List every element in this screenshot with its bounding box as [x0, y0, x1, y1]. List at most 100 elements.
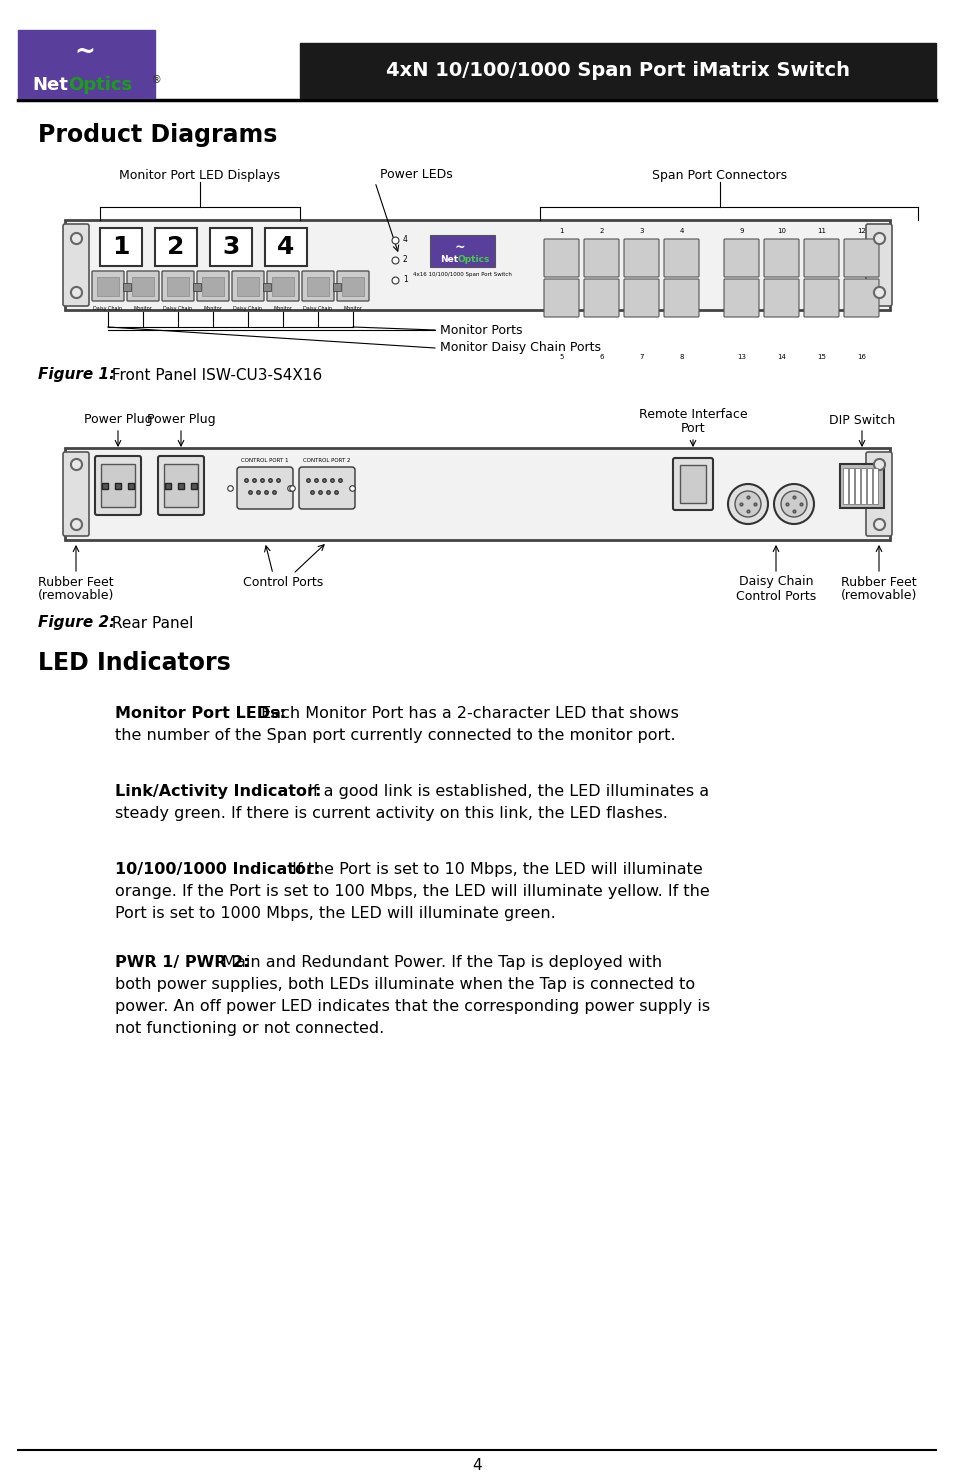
Text: orange. If the Port is set to 100 Mbps, the LED will illuminate yellow. If the: orange. If the Port is set to 100 Mbps, … — [115, 884, 709, 898]
Bar — [65, 220, 889, 310]
Bar — [341, 277, 364, 296]
Text: Monitor: Monitor — [343, 305, 362, 311]
Text: PWR 1/ PWR 2:: PWR 1/ PWR 2: — [115, 954, 250, 971]
Text: CONTROL PORT 1: CONTROL PORT 1 — [241, 459, 289, 463]
Text: 3: 3 — [639, 229, 643, 235]
FancyBboxPatch shape — [336, 271, 369, 301]
FancyBboxPatch shape — [623, 239, 659, 277]
Bar — [272, 277, 294, 296]
Text: Main and Redundant Power. If the Tap is deployed with: Main and Redundant Power. If the Tap is … — [216, 954, 661, 971]
Bar — [236, 277, 258, 296]
Text: 4: 4 — [402, 236, 408, 245]
Text: (removable): (removable) — [840, 590, 916, 602]
Text: 1: 1 — [558, 229, 563, 235]
Text: Power Plug: Power Plug — [84, 413, 152, 426]
Text: Daisy Chain: Daisy Chain — [93, 305, 122, 311]
Bar — [101, 465, 135, 507]
FancyBboxPatch shape — [302, 271, 334, 301]
FancyBboxPatch shape — [865, 224, 891, 305]
Circle shape — [734, 491, 760, 518]
Text: Monitor Port LED Displays: Monitor Port LED Displays — [119, 168, 280, 181]
Bar — [861, 468, 865, 504]
Circle shape — [727, 484, 767, 524]
Text: 6: 6 — [598, 354, 603, 360]
FancyBboxPatch shape — [843, 239, 878, 277]
Bar — [872, 468, 877, 504]
Text: the number of the Span port currently connected to the monitor port.: the number of the Span port currently co… — [115, 729, 675, 743]
Text: 4x16 10/100/1000 Span Port Switch: 4x16 10/100/1000 Span Port Switch — [412, 271, 511, 277]
Text: 11: 11 — [816, 229, 825, 235]
Bar — [202, 277, 224, 296]
Bar — [679, 465, 705, 503]
Bar — [167, 277, 189, 296]
Text: steady green. If there is current activity on this link, the LED flashes.: steady green. If there is current activi… — [115, 805, 667, 822]
Bar — [866, 468, 871, 504]
FancyBboxPatch shape — [583, 239, 618, 277]
Text: ~: ~ — [455, 240, 465, 254]
Text: Optics: Optics — [68, 77, 132, 94]
Text: Link/Activity Indicator:: Link/Activity Indicator: — [115, 785, 321, 799]
FancyBboxPatch shape — [663, 279, 699, 317]
Text: Daisy Chain: Daisy Chain — [738, 575, 812, 589]
Text: 4xN 10/100/1000 Span Port iMatrix Switch: 4xN 10/100/1000 Span Port iMatrix Switch — [386, 60, 849, 80]
Bar — [154, 229, 196, 266]
Text: 10: 10 — [776, 229, 785, 235]
Circle shape — [773, 484, 813, 524]
Text: both power supplies, both LEDs illuminate when the Tap is connected to: both power supplies, both LEDs illuminat… — [115, 976, 695, 993]
Text: 2: 2 — [598, 229, 603, 235]
FancyBboxPatch shape — [763, 279, 799, 317]
Text: 3: 3 — [222, 235, 239, 260]
FancyBboxPatch shape — [162, 271, 193, 301]
Text: Product Diagrams: Product Diagrams — [38, 122, 277, 148]
Text: 4: 4 — [472, 1457, 481, 1472]
Text: Figure 1:: Figure 1: — [38, 367, 115, 382]
Text: CONTROL PORT 2: CONTROL PORT 2 — [303, 459, 351, 463]
Bar — [263, 283, 271, 291]
Text: 10/100/1000 Indicator:: 10/100/1000 Indicator: — [115, 861, 320, 878]
FancyBboxPatch shape — [583, 279, 618, 317]
Text: 14: 14 — [777, 354, 785, 360]
Text: Rubber Feet: Rubber Feet — [841, 575, 916, 589]
FancyBboxPatch shape — [236, 468, 293, 509]
Text: 16: 16 — [856, 354, 865, 360]
Bar — [848, 468, 853, 504]
Text: Net: Net — [439, 255, 457, 264]
Text: If the Port is set to 10 Mbps, the LED will illuminate: If the Port is set to 10 Mbps, the LED w… — [287, 861, 702, 878]
Bar — [97, 277, 119, 296]
Text: Front Panel ISW-CU3-S4X16: Front Panel ISW-CU3-S4X16 — [107, 367, 322, 382]
Text: Monitor Ports: Monitor Ports — [439, 323, 522, 336]
Text: 13: 13 — [737, 354, 745, 360]
Text: Monitor: Monitor — [203, 305, 222, 311]
Text: 15: 15 — [816, 354, 825, 360]
Text: 7: 7 — [639, 354, 643, 360]
Bar — [842, 468, 847, 504]
FancyBboxPatch shape — [843, 279, 878, 317]
Text: Each Monitor Port has a 2-character LED that shows: Each Monitor Port has a 2-character LED … — [255, 707, 678, 721]
FancyBboxPatch shape — [267, 271, 298, 301]
Text: not functioning or not connected.: not functioning or not connected. — [115, 1021, 384, 1035]
Text: 1: 1 — [112, 235, 130, 260]
Text: power. An off power LED indicates that the corresponding power supply is: power. An off power LED indicates that t… — [115, 999, 709, 1013]
FancyBboxPatch shape — [763, 239, 799, 277]
Bar — [265, 229, 307, 266]
FancyBboxPatch shape — [298, 468, 355, 509]
Text: Figure 2:: Figure 2: — [38, 615, 115, 630]
Text: Span Port Connectors: Span Port Connectors — [652, 168, 787, 181]
Text: Daisy Chain: Daisy Chain — [233, 305, 262, 311]
Bar — [100, 229, 142, 266]
Circle shape — [781, 491, 806, 518]
Text: If a good link is established, the LED illuminates a: If a good link is established, the LED i… — [302, 785, 708, 799]
FancyBboxPatch shape — [623, 279, 659, 317]
Text: Rear Panel: Rear Panel — [107, 615, 193, 630]
Text: Monitor: Monitor — [274, 305, 293, 311]
FancyBboxPatch shape — [196, 271, 229, 301]
FancyBboxPatch shape — [672, 459, 712, 510]
Text: 8: 8 — [679, 354, 683, 360]
FancyBboxPatch shape — [865, 451, 891, 535]
Text: Optics: Optics — [457, 255, 490, 264]
Text: Rubber Feet: Rubber Feet — [38, 575, 113, 589]
Bar — [132, 277, 153, 296]
Bar — [854, 468, 859, 504]
FancyBboxPatch shape — [543, 279, 578, 317]
Bar — [299, 43, 935, 97]
